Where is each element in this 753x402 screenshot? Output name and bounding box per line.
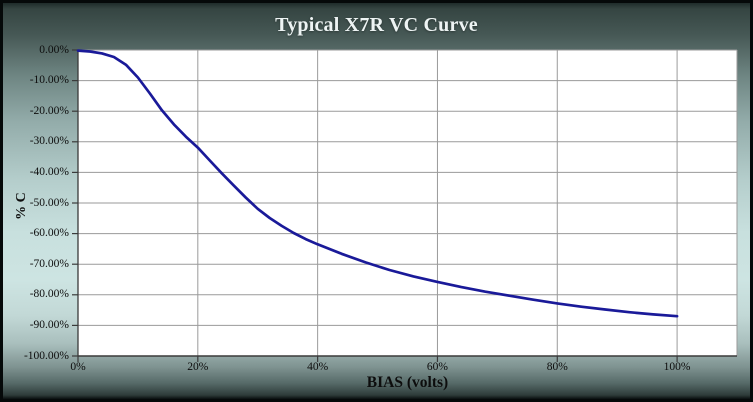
- x-tick-label: 100%: [663, 361, 691, 373]
- y-tick-label: -80.00%: [29, 288, 69, 301]
- x-tick-label: 60%: [426, 361, 448, 373]
- y-tick-label: -50.00%: [29, 196, 69, 209]
- x-tick-label: 20%: [187, 361, 209, 373]
- chart-title: Typical X7R VC Curve: [275, 14, 478, 36]
- y-tick-label: -70.00%: [29, 257, 69, 270]
- x-tick-label: 40%: [307, 361, 329, 373]
- y-tick-label: -100.00%: [23, 349, 69, 362]
- y-tick-label: -60.00%: [29, 227, 69, 240]
- y-tick-label: 0.00%: [39, 43, 69, 56]
- y-tick-label: -30.00%: [29, 135, 69, 148]
- x-tick-label: 80%: [546, 361, 568, 373]
- y-tick-label: -90.00%: [29, 318, 69, 331]
- vc-curve-plot: [72, 49, 738, 362]
- y-tick-label: -20.00%: [29, 104, 69, 117]
- y-tick-label: -10.00%: [29, 74, 69, 87]
- x-tick-label: 0%: [70, 361, 86, 373]
- vc-curve-line: [76, 49, 679, 318]
- y-tick-label: -40.00%: [29, 165, 69, 178]
- x-axis-title: BIAS (volts): [366, 374, 449, 391]
